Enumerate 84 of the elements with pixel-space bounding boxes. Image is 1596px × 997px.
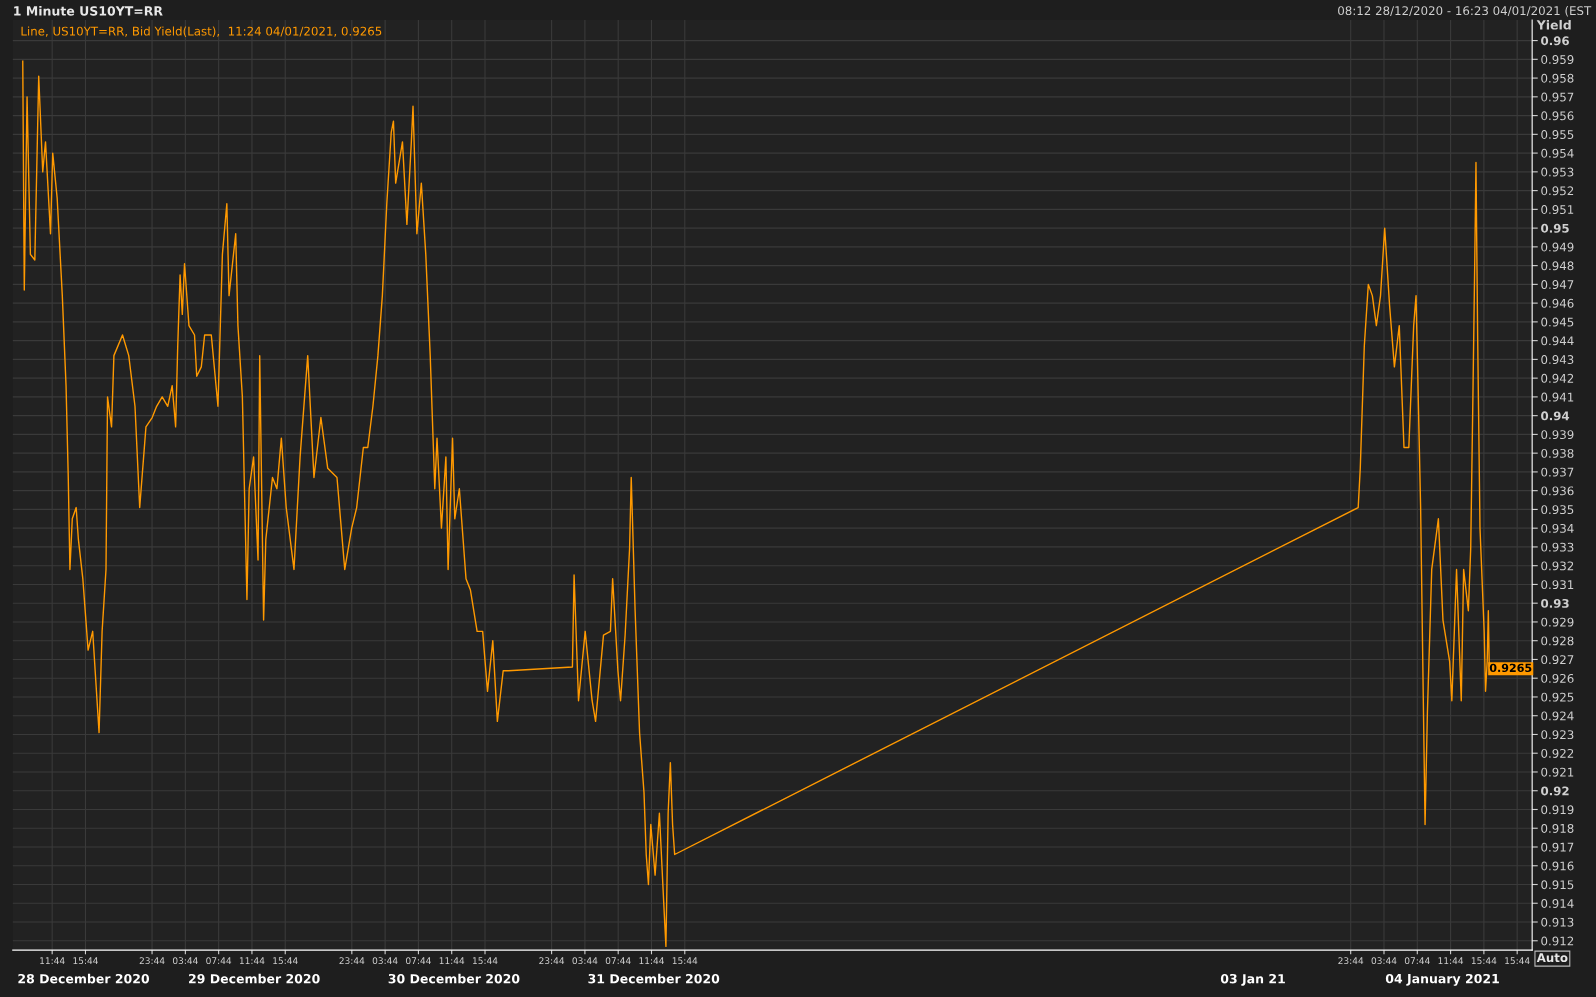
y-tick-label: 0.959 [1541,55,1574,64]
x-tick-label: 07:44 [406,957,431,965]
y-tick-label: 0.953 [1541,167,1574,177]
text: 04 January 2021 [1385,973,1499,986]
y-tick-label: 0.933 [1541,542,1574,552]
y-tick-label: 0.947 [1541,280,1574,290]
y-tick-label: 0.912 [1541,936,1574,946]
y-tick-label: 0.926 [1541,673,1574,683]
x-tick-label: 11:44 [439,957,465,964]
text: 08:12 28/12/2020 - 16:23 04/01/2021 (EST [1338,5,1592,17]
y-tick-label: 0.931 [1541,580,1574,590]
x-tick-label: 15:44 [1505,957,1530,965]
chart-title: 1 Minute US10YT=RR [14,5,163,16]
y-tick-label: 0.918 [1541,823,1574,833]
x-tick-label: 07:44 [1404,957,1430,965]
x-tick-label: 23:44 [539,957,565,965]
text: 31 December 2020 [588,973,720,984]
y-tick-label: 0.913 [1541,917,1574,927]
y-tick-label: 0.955 [1541,130,1574,139]
y-tick-label: 0.948 [1541,261,1574,271]
y-tick-label: 0.935 [1541,505,1574,515]
y-tick-label: 0.917 [1541,842,1574,852]
y-tick-label: 0.915 [1541,880,1574,890]
y-tick-label: 0.934 [1541,523,1574,533]
y-tick-label: 0.937 [1541,467,1574,477]
y-tick-label: 0.939 [1541,430,1574,440]
y-tick-label: 0.924 [1541,711,1574,721]
x-tick-label: 23:44 [139,957,165,965]
y-tick-label: 0.942 [1541,373,1574,383]
y-tick-label: 0.927 [1541,655,1574,665]
text: 28 December 2020 [18,973,150,984]
text: Auto [1536,953,1568,963]
y-tick-label: 0.94 [1541,411,1570,421]
y-tick-label: 0.951 [1541,205,1574,215]
y-tick-label: 0.96 [1541,36,1569,46]
y-tick-label: 0.954 [1541,148,1574,158]
x-tick-label: 23:44 [1338,957,1364,965]
y-tick-label: 0.936 [1541,486,1574,496]
y-tick-label: 0.945 [1541,317,1574,327]
y-tick-label: 0.919 [1541,805,1574,815]
y-tick-label: 0.95 [1541,223,1569,233]
y-tick-label: 0.916 [1541,861,1574,871]
x-tick-label: 11:44 [1438,957,1464,964]
x-tick-label: 23:44 [339,957,365,965]
x-tick-label: 15:44 [73,957,98,965]
y-tick-label: 0.958 [1541,73,1574,83]
y-tick-label: 0.941 [1541,392,1574,402]
x-tick-label: 11:44 [40,957,65,964]
y-tick-label: 0.928 [1541,636,1574,646]
x-tick-label: 15:44 [273,957,298,965]
chart-subtitle: Line, US10YT=RR, Bid Yield(Last), 11:24 04/01/2021, 0.9265 [21,26,382,37]
y-tick-label: 0.922 [1541,748,1574,758]
y-tick-label: 0.956 [1541,111,1574,121]
x-tick-label: 11:44 [639,957,664,964]
y-tick-label: 0.925 [1541,692,1574,702]
x-tick-label: 03:44 [372,957,398,965]
y-tick-label: 0.92 [1541,786,1569,796]
y-tick-label: 0.923 [1541,730,1574,740]
x-tick-label: 03:44 [572,957,598,965]
y-tick-label: 0.914 [1541,898,1574,908]
x-tick-label: 07:44 [206,957,232,965]
x-tick-label: 03:44 [1371,957,1397,965]
text: 03 Jan 21 [1220,973,1285,986]
y-tick-label: 0.952 [1541,186,1574,196]
x-tick-label: 15:44 [472,957,498,965]
x-tick-label: 03:44 [172,957,198,965]
x-tick-label: 07:44 [605,957,631,965]
y-tick-label: 0.949 [1541,242,1574,252]
x-tick-label: 15:44 [672,957,698,965]
x-tick-label: 15:44 [1471,957,1497,965]
y-tick-label: 0.921 [1541,767,1574,777]
y-tick-label: 0.938 [1541,448,1574,458]
y-tick-label: 0.929 [1541,617,1574,627]
y-tick-label: 0.943 [1541,355,1574,365]
y-axis-title: Yield [1536,19,1571,30]
y-tick-label: 0.944 [1541,336,1574,346]
text: 29 December 2020 [189,973,320,984]
y-tick-label: 0.946 [1541,298,1574,308]
annotation: 0.9265 [1489,663,1532,673]
y-tick-label: 0.93 [1541,598,1569,608]
x-tick-label: 11:44 [239,957,265,964]
y-tick-label: 0.932 [1541,561,1574,571]
y-tick-label: 0.957 [1541,92,1574,102]
text: 30 December 2020 [388,973,520,984]
